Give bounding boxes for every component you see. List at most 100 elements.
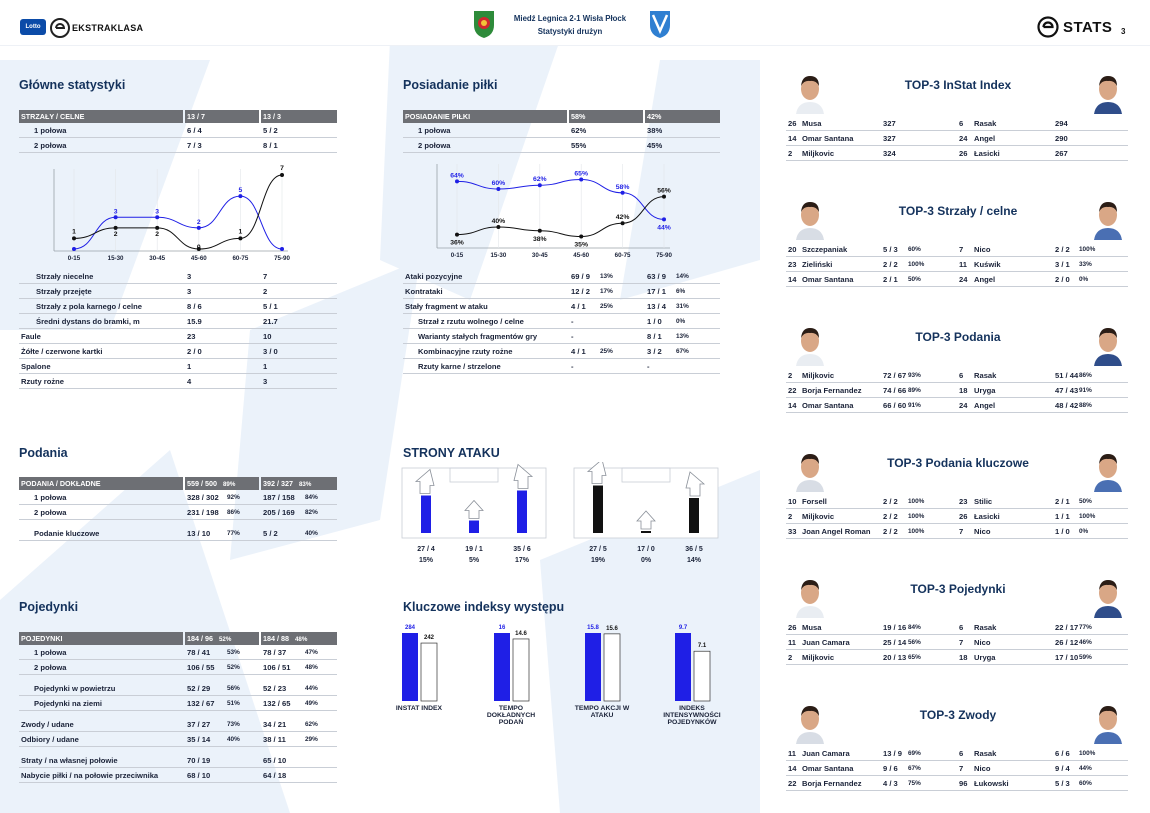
header-cell: POSIADANIE PIŁKI (403, 110, 567, 123)
row-percent: 13% (600, 273, 613, 280)
attack-value: 27 / 5 (589, 546, 607, 553)
row-value: 3 (263, 377, 268, 386)
index-value-blue: 15.8 (587, 625, 599, 631)
table-row: 1 połowa 328 / 302 92% 187 / 158 84% (19, 490, 337, 505)
row-value: 132 / 65 (263, 699, 291, 708)
player-percent: 100% (908, 498, 925, 505)
row-percent: 31% (676, 303, 689, 310)
row-value: 1 (263, 362, 268, 371)
player-percent: 69% (908, 750, 921, 757)
table-row: Nabycie piłki / na połowie przeciwnika 68… (19, 768, 337, 783)
player-number: 18 (959, 386, 968, 395)
player-value: 2 / 2 (883, 260, 898, 269)
player-name: Kuświk (974, 260, 1001, 269)
player-name: Stilic (974, 497, 993, 506)
player-avatar (796, 202, 824, 240)
player-number: 7 (959, 638, 964, 647)
top3-title: TOP-3 Strzały / celne (898, 204, 1018, 218)
series-black-label: 40% (492, 218, 506, 225)
player-percent: 50% (1079, 498, 1092, 505)
player-percent: 77% (1079, 624, 1092, 631)
player-name: Miljkovic (802, 653, 835, 662)
attack-percent: 17% (515, 557, 530, 564)
stats-brand: STATS (1063, 19, 1113, 36)
player-value: 51 / 44 (1055, 371, 1079, 380)
row-label: Pojedynki w powietrzu (34, 684, 116, 693)
top3-table: 20 Szczepaniak 5 / 3 60% 7 Nico 2 / 2 100% 23 Zie… (786, 242, 1128, 287)
index-value-white: 15.6 (606, 626, 618, 632)
player-percent: 100% (1079, 246, 1096, 253)
player-name: Omar Santana (802, 764, 854, 773)
row-label: Straty / na własnej połowie (21, 756, 118, 765)
row-percent: 14% (676, 273, 689, 280)
penalty-box (621, 467, 671, 483)
table-header: STRZAŁY / CELNE 13 / 7 13 / 3 (19, 110, 337, 123)
player-percent: 56% (908, 639, 921, 646)
table-header: POSIADANIE PIŁKI 58% 42% (403, 110, 720, 123)
player-percent: 0% (1079, 276, 1089, 283)
row-label: 1 połowa (418, 126, 451, 135)
player-number: 14 (788, 275, 797, 284)
player-number: 6 (959, 749, 964, 758)
series-blue-point (72, 247, 76, 251)
row-value: 13 / 4 (647, 302, 666, 311)
series-black-label: 2 (155, 231, 159, 238)
series-blue-point (196, 225, 201, 230)
attack-bar (593, 485, 603, 533)
attack-value: 19 / 1 (465, 546, 483, 553)
row-label: Średni dystans do bramki, m (36, 317, 140, 326)
row-value: 13 / 10 (187, 529, 211, 538)
attack-percent: 19% (591, 557, 606, 564)
row-value: - (647, 362, 650, 371)
avatar-hair (801, 76, 819, 86)
table-row: Strzały z pola karnego / celne 8 / 6 5 / 1 (19, 299, 337, 314)
series-blue-label: 5 (239, 187, 243, 194)
row-percent: 84% (305, 494, 318, 501)
series-black-label: 1 (239, 228, 243, 235)
player-value: 2 / 1 (883, 275, 898, 284)
avatar-hair (1099, 580, 1117, 590)
row-value: 10 (263, 332, 272, 341)
row-label: Strzały z pola karnego / celne (36, 302, 142, 311)
player-percent: 65% (908, 654, 921, 661)
attack-percent: 14% (687, 557, 702, 564)
player-number: 18 (959, 653, 968, 662)
player-percent: 86% (1079, 372, 1092, 379)
top3-row: 20 Szczepaniak 5 / 3 60% 7 Nico 2 / 2 100% (786, 242, 1128, 257)
avatar-shirt (1094, 606, 1122, 618)
x-tick-label: 15-30 (108, 255, 124, 262)
player-avatar (1094, 202, 1122, 240)
player-name: Joan Angel Roman (802, 527, 871, 536)
player-name: Nico (974, 638, 991, 647)
row-label: 2 połowa (34, 141, 67, 150)
avatar-face (801, 204, 819, 226)
avatar-hair (1099, 706, 1117, 716)
header-cell: 13 / 7 (185, 110, 259, 123)
series-blue-label: 3 (155, 208, 159, 215)
series-blue-point (113, 215, 118, 220)
player-name: Rasak (974, 371, 997, 380)
player-value: 26 / 12 (1055, 638, 1079, 647)
row-label: Rzuty rożne (21, 377, 65, 386)
row-value: 78 / 37 (263, 648, 287, 657)
player-number: 11 (788, 638, 797, 647)
player-number: 96 (959, 779, 968, 788)
avatar-hair (1099, 76, 1117, 86)
player-name: Łukowski (974, 779, 1009, 788)
row-value: 55% (571, 141, 587, 150)
row-value: 2 (263, 287, 268, 296)
row-label: Strzały przejęte (36, 287, 92, 296)
player-avatar (796, 328, 824, 366)
player-value: 4 / 3 (883, 779, 898, 788)
index-bar-blue (402, 633, 418, 701)
row-percent: 48% (305, 664, 318, 671)
top3-row: 11 Juan Camara 13 / 9 69% 6 Rasak 6 / 6 100% (786, 746, 1128, 761)
series-blue-label: 65% (574, 171, 588, 178)
series-black-point (662, 194, 666, 199)
x-tick-label: 30-45 (149, 255, 165, 262)
player-number: 11 (788, 749, 797, 758)
player-value: 19 / 16 (883, 623, 907, 632)
row-value: 4 (187, 377, 192, 386)
avatar-face (801, 582, 819, 604)
row-value: 69 / 9 (571, 272, 590, 281)
